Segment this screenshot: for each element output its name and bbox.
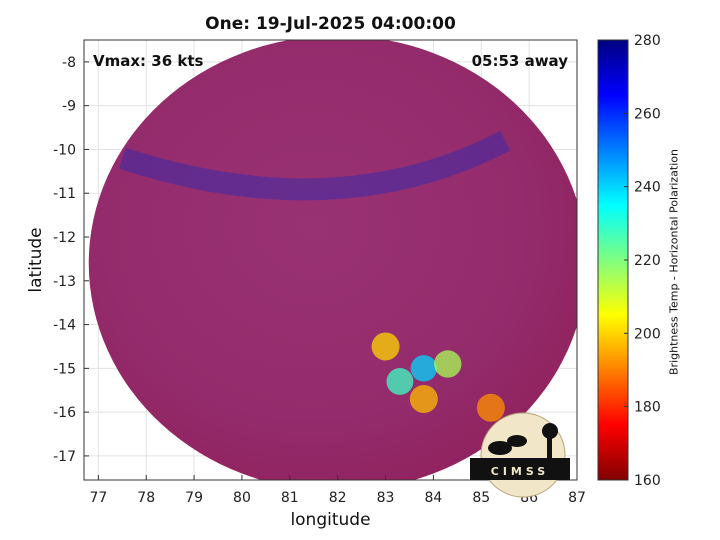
y-tick-label: -10 [53,142,76,158]
x-tick-label: 82 [329,490,347,506]
convective-feature [476,393,505,422]
plot-frame [83,39,578,481]
cimss-logo: CIMSS [470,412,570,498]
logo-dish-right [507,435,527,447]
y-tick-label: -15 [53,361,76,377]
vmax-annotation: Vmax: 36 kts [93,52,204,70]
colorbar-tick-label: 220 [634,253,661,269]
y-tick-label: -12 [53,230,76,246]
chart-title: One: 19-Jul-2025 04:00:00 [205,14,456,34]
y-tick-label: -13 [53,274,76,290]
colorbar-tick-label: 260 [634,106,661,122]
colorbar-tick-label: 280 [634,33,661,49]
x-tick-label: 81 [281,490,299,506]
convective-feature [371,332,400,361]
data-swath [88,40,577,480]
x-axis-label: longitude [290,510,371,530]
x-tick-label: 79 [185,490,203,506]
colorbar-tick-label: 180 [634,400,661,416]
y-tick-label: -14 [53,318,76,334]
y-tick-label: -17 [53,449,76,465]
x-tick-label: 83 [377,490,395,506]
convective-feature [410,355,438,382]
logo-dish-left [488,441,512,455]
colorbar-tick-label: 200 [634,326,661,342]
x-axis-ticks: 77 78 79 80 81 82 83 84 85 86 87 [89,475,586,506]
x-tick-label: 77 [89,490,107,506]
convective-feature [386,368,414,395]
x-tick-label: 80 [233,490,251,506]
logo-tower-tank [542,423,558,439]
colorbar [597,39,629,481]
x-tick-label: 78 [137,490,155,506]
y-tick-label: -8 [62,55,76,71]
y-tick-label: -11 [53,186,76,202]
colorbar-tick-label: 240 [634,180,661,196]
colorbar-tick-label: 160 [634,473,661,489]
logo-tower-stem [547,437,552,459]
swath-rainband [118,130,511,201]
y-tick-label: -9 [62,99,76,115]
x-tick-label: 85 [472,490,490,506]
logo-text: CIMSS [491,465,549,478]
y-tick-label: -16 [53,405,76,421]
x-tick-label: 84 [424,490,442,506]
convective-feature [434,350,462,378]
convective-feature [409,385,438,414]
x-tick-label: 87 [568,490,586,506]
logo-band [470,458,570,480]
colorbar-ticks: 160 180 200 220 240 260 280 [624,33,661,489]
y-axis-ticks: -8 -9 -10 -11 -12 -13 -14 -15 -16 -17 [53,55,89,465]
time-away-annotation: 05:53 away [471,52,568,70]
